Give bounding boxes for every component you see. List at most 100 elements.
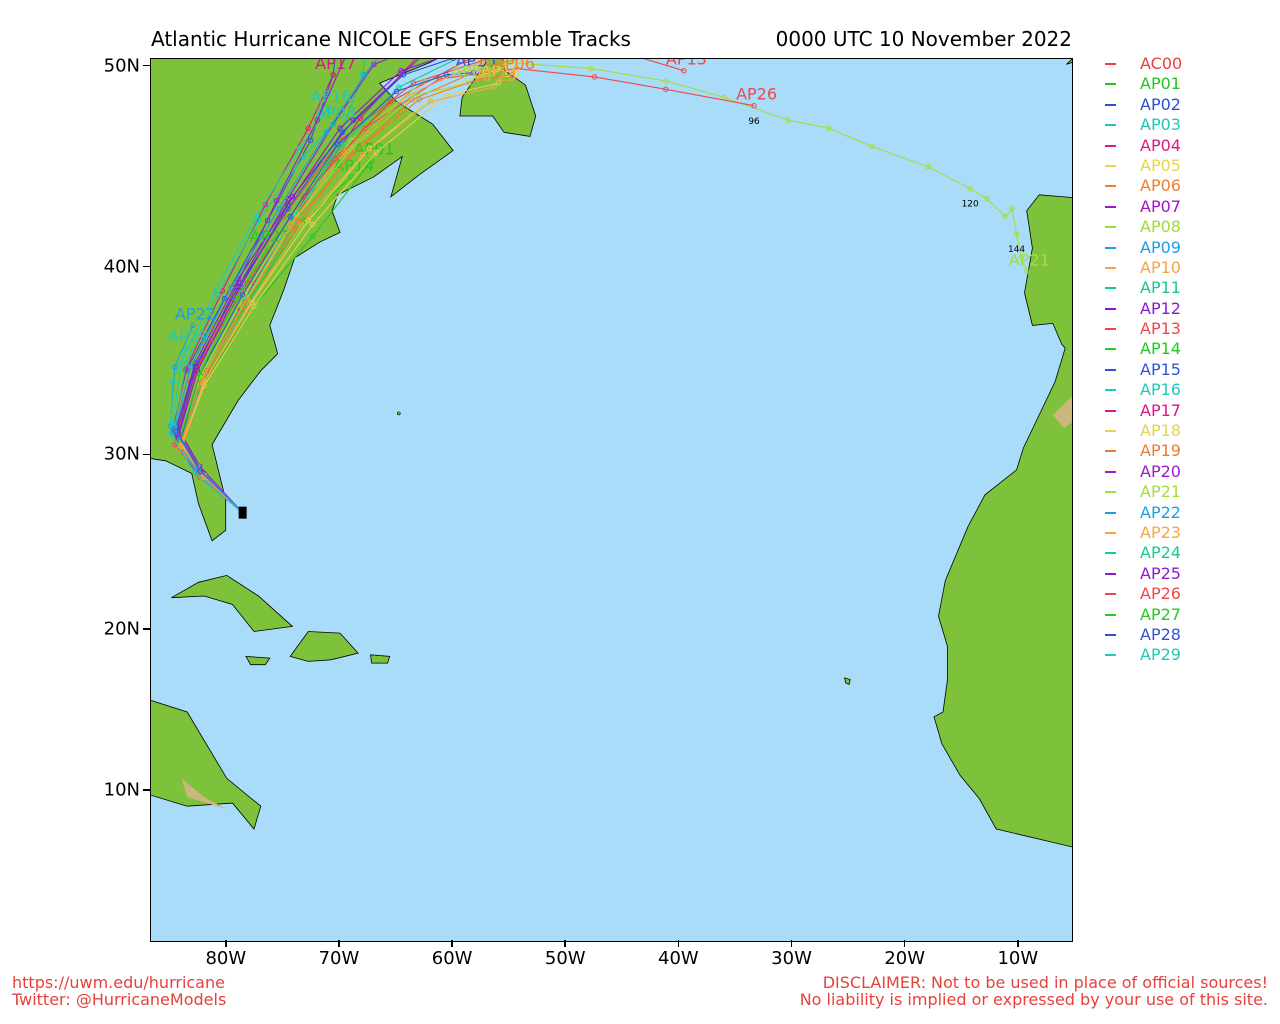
track-point [396, 84, 402, 90]
legend-swatch [1105, 531, 1116, 534]
track-line [177, 59, 346, 513]
track-point [276, 205, 282, 212]
track-line [178, 59, 496, 514]
track-point [246, 301, 253, 308]
lon-tick [1017, 940, 1019, 947]
track-point [470, 70, 477, 76]
legend-label: AP19 [1140, 441, 1181, 461]
track-end-label: AP18 [480, 62, 521, 81]
legend-label: AP15 [1140, 359, 1181, 379]
legend-label: AP13 [1140, 319, 1181, 339]
lon-tick [790, 940, 793, 947]
track-point [984, 196, 990, 202]
legend-swatch [1105, 389, 1116, 392]
track-end-label: AP17 [315, 59, 356, 73]
lon-label-60w: 60W [431, 948, 473, 969]
highland-patch [181, 778, 227, 810]
track-layer: AC00AP04AP13AP21120144AP2696AP28AP24AP25… [167, 59, 1050, 519]
track-point [167, 430, 173, 437]
footer-twitter: Twitter: @HurricaneModels [12, 990, 227, 1009]
track-point [348, 145, 354, 152]
map-datetime: 0000 UTC 10 November 2022 [775, 27, 1072, 51]
legend-label: AP22 [1140, 502, 1181, 522]
track-ap09: AP09 [172, 59, 378, 513]
track-point [305, 125, 311, 131]
legend-swatch [1105, 144, 1116, 147]
track-point [967, 186, 973, 192]
track-point [233, 295, 239, 302]
track-point [484, 63, 490, 70]
legend-label: AP21 [1140, 482, 1181, 502]
legend-label: AP09 [1140, 237, 1181, 257]
track-point [450, 59, 456, 61]
hispaniola [289, 631, 359, 662]
track-ap29: AP29 [167, 327, 243, 514]
track-point [502, 63, 508, 70]
map-title: Atlantic Hurricane NICOLE GFS Ensemble T… [151, 27, 631, 51]
track-point [362, 125, 368, 131]
track-end-label: AP22 [175, 304, 216, 323]
legend-swatch [1105, 633, 1116, 636]
track-point [826, 125, 832, 131]
track-point [172, 427, 178, 433]
track-point [314, 117, 321, 123]
legend-swatch [1105, 511, 1116, 514]
lon-label-50w: 50W [544, 948, 586, 969]
track-point [228, 284, 235, 290]
europe-africa [933, 194, 1072, 848]
legend-swatch [1105, 205, 1116, 208]
legend-label: AC00 [1140, 54, 1183, 73]
track-point [264, 217, 271, 224]
track-end-label: AP21 [1009, 251, 1050, 270]
legend-label: AP26 [1140, 584, 1181, 604]
track-point [477, 59, 483, 66]
track-point [751, 103, 757, 109]
track-point [405, 92, 411, 99]
track-point [215, 292, 221, 298]
legend-swatch [1105, 430, 1116, 433]
track-point [323, 129, 330, 136]
legend-swatch [1105, 368, 1116, 371]
lon-label-20w: 20W [884, 948, 926, 969]
forecast-hour-label: 120 [962, 200, 979, 210]
track-point [366, 145, 373, 152]
legend-label: AP08 [1140, 217, 1181, 237]
legend-swatch [1105, 63, 1116, 65]
track-point [463, 59, 470, 63]
track-point [285, 205, 291, 212]
legend-swatch [1105, 185, 1116, 188]
legend-label: AP16 [1140, 380, 1181, 400]
great-britain [1066, 59, 1072, 65]
track-point [255, 217, 262, 224]
track-point [411, 92, 418, 99]
track-point [416, 96, 422, 103]
jamaica [245, 655, 271, 666]
track-point [183, 345, 189, 351]
puerto-rico [370, 654, 391, 664]
legend-label: AP28 [1140, 624, 1181, 644]
legend-swatch [1105, 348, 1116, 351]
track-point [301, 153, 307, 160]
track-end-label: AP06 [494, 59, 535, 73]
track-point [172, 364, 178, 370]
lat-label-20n: 20N [103, 618, 140, 640]
track-point [341, 149, 348, 156]
legend-label: AP24 [1140, 543, 1181, 563]
track-point [190, 322, 196, 329]
lat-tick [143, 64, 150, 67]
highland-patch [1052, 396, 1072, 429]
lon-label-70w: 70W [318, 948, 360, 969]
lon-tick [451, 940, 453, 947]
track-point [307, 137, 314, 144]
track-point [273, 198, 280, 204]
lat-label-30n: 30N [103, 443, 140, 465]
track-point [588, 65, 594, 72]
track-point [310, 221, 316, 228]
track-point [298, 221, 305, 228]
track-point [337, 125, 343, 131]
cape-verde [844, 677, 851, 685]
track-point [178, 443, 185, 450]
track-point [305, 217, 311, 224]
track-point [195, 467, 202, 473]
lon-label-40w: 40W [658, 948, 699, 969]
